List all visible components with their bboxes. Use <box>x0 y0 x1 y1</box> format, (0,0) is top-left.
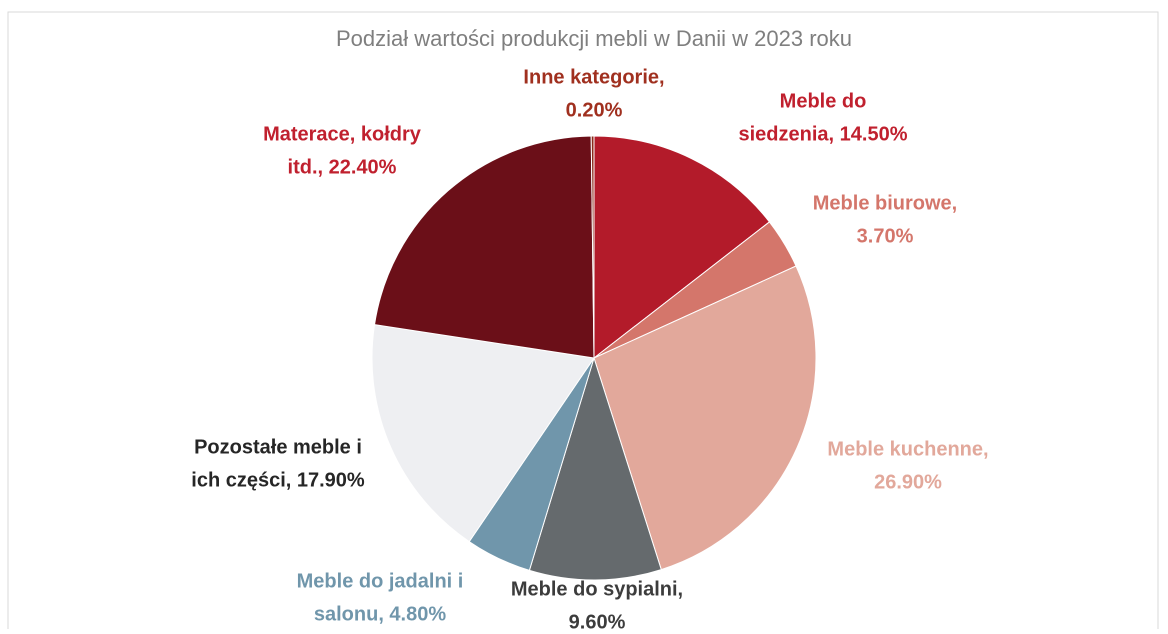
data-label: siedzenia, 14.50% <box>739 123 908 145</box>
data-label: 3.70% <box>857 225 914 247</box>
data-label: 0.20% <box>566 99 623 121</box>
data-label: ich części, 17.90% <box>191 469 365 491</box>
pie-slice <box>373 135 595 359</box>
pie-slice <box>371 324 595 543</box>
data-label: Meble do <box>780 90 867 112</box>
pie-slice <box>590 135 595 359</box>
data-label: Meble biurowe, <box>813 192 957 214</box>
data-label: salonu, 4.80% <box>314 603 446 625</box>
data-label: 9.60% <box>569 611 626 629</box>
chart-title: Podział wartości produkcji mebli w Danii… <box>336 26 852 51</box>
data-label: Meble do jadalni i <box>297 570 464 592</box>
pie-slice <box>593 135 771 360</box>
data-label: itd., 22.40% <box>288 156 397 178</box>
data-label: Meble do sypialni, <box>511 578 683 600</box>
data-label: Pozostałe meble i <box>194 436 362 458</box>
data-label: Meble kuchenne, <box>827 438 988 460</box>
pie-slice <box>593 265 817 571</box>
data-label: Materace, kołdry <box>263 123 422 145</box>
data-label: 26.90% <box>874 471 942 493</box>
pie-slice <box>528 356 662 581</box>
data-label: Inne kategorie, <box>523 66 664 88</box>
